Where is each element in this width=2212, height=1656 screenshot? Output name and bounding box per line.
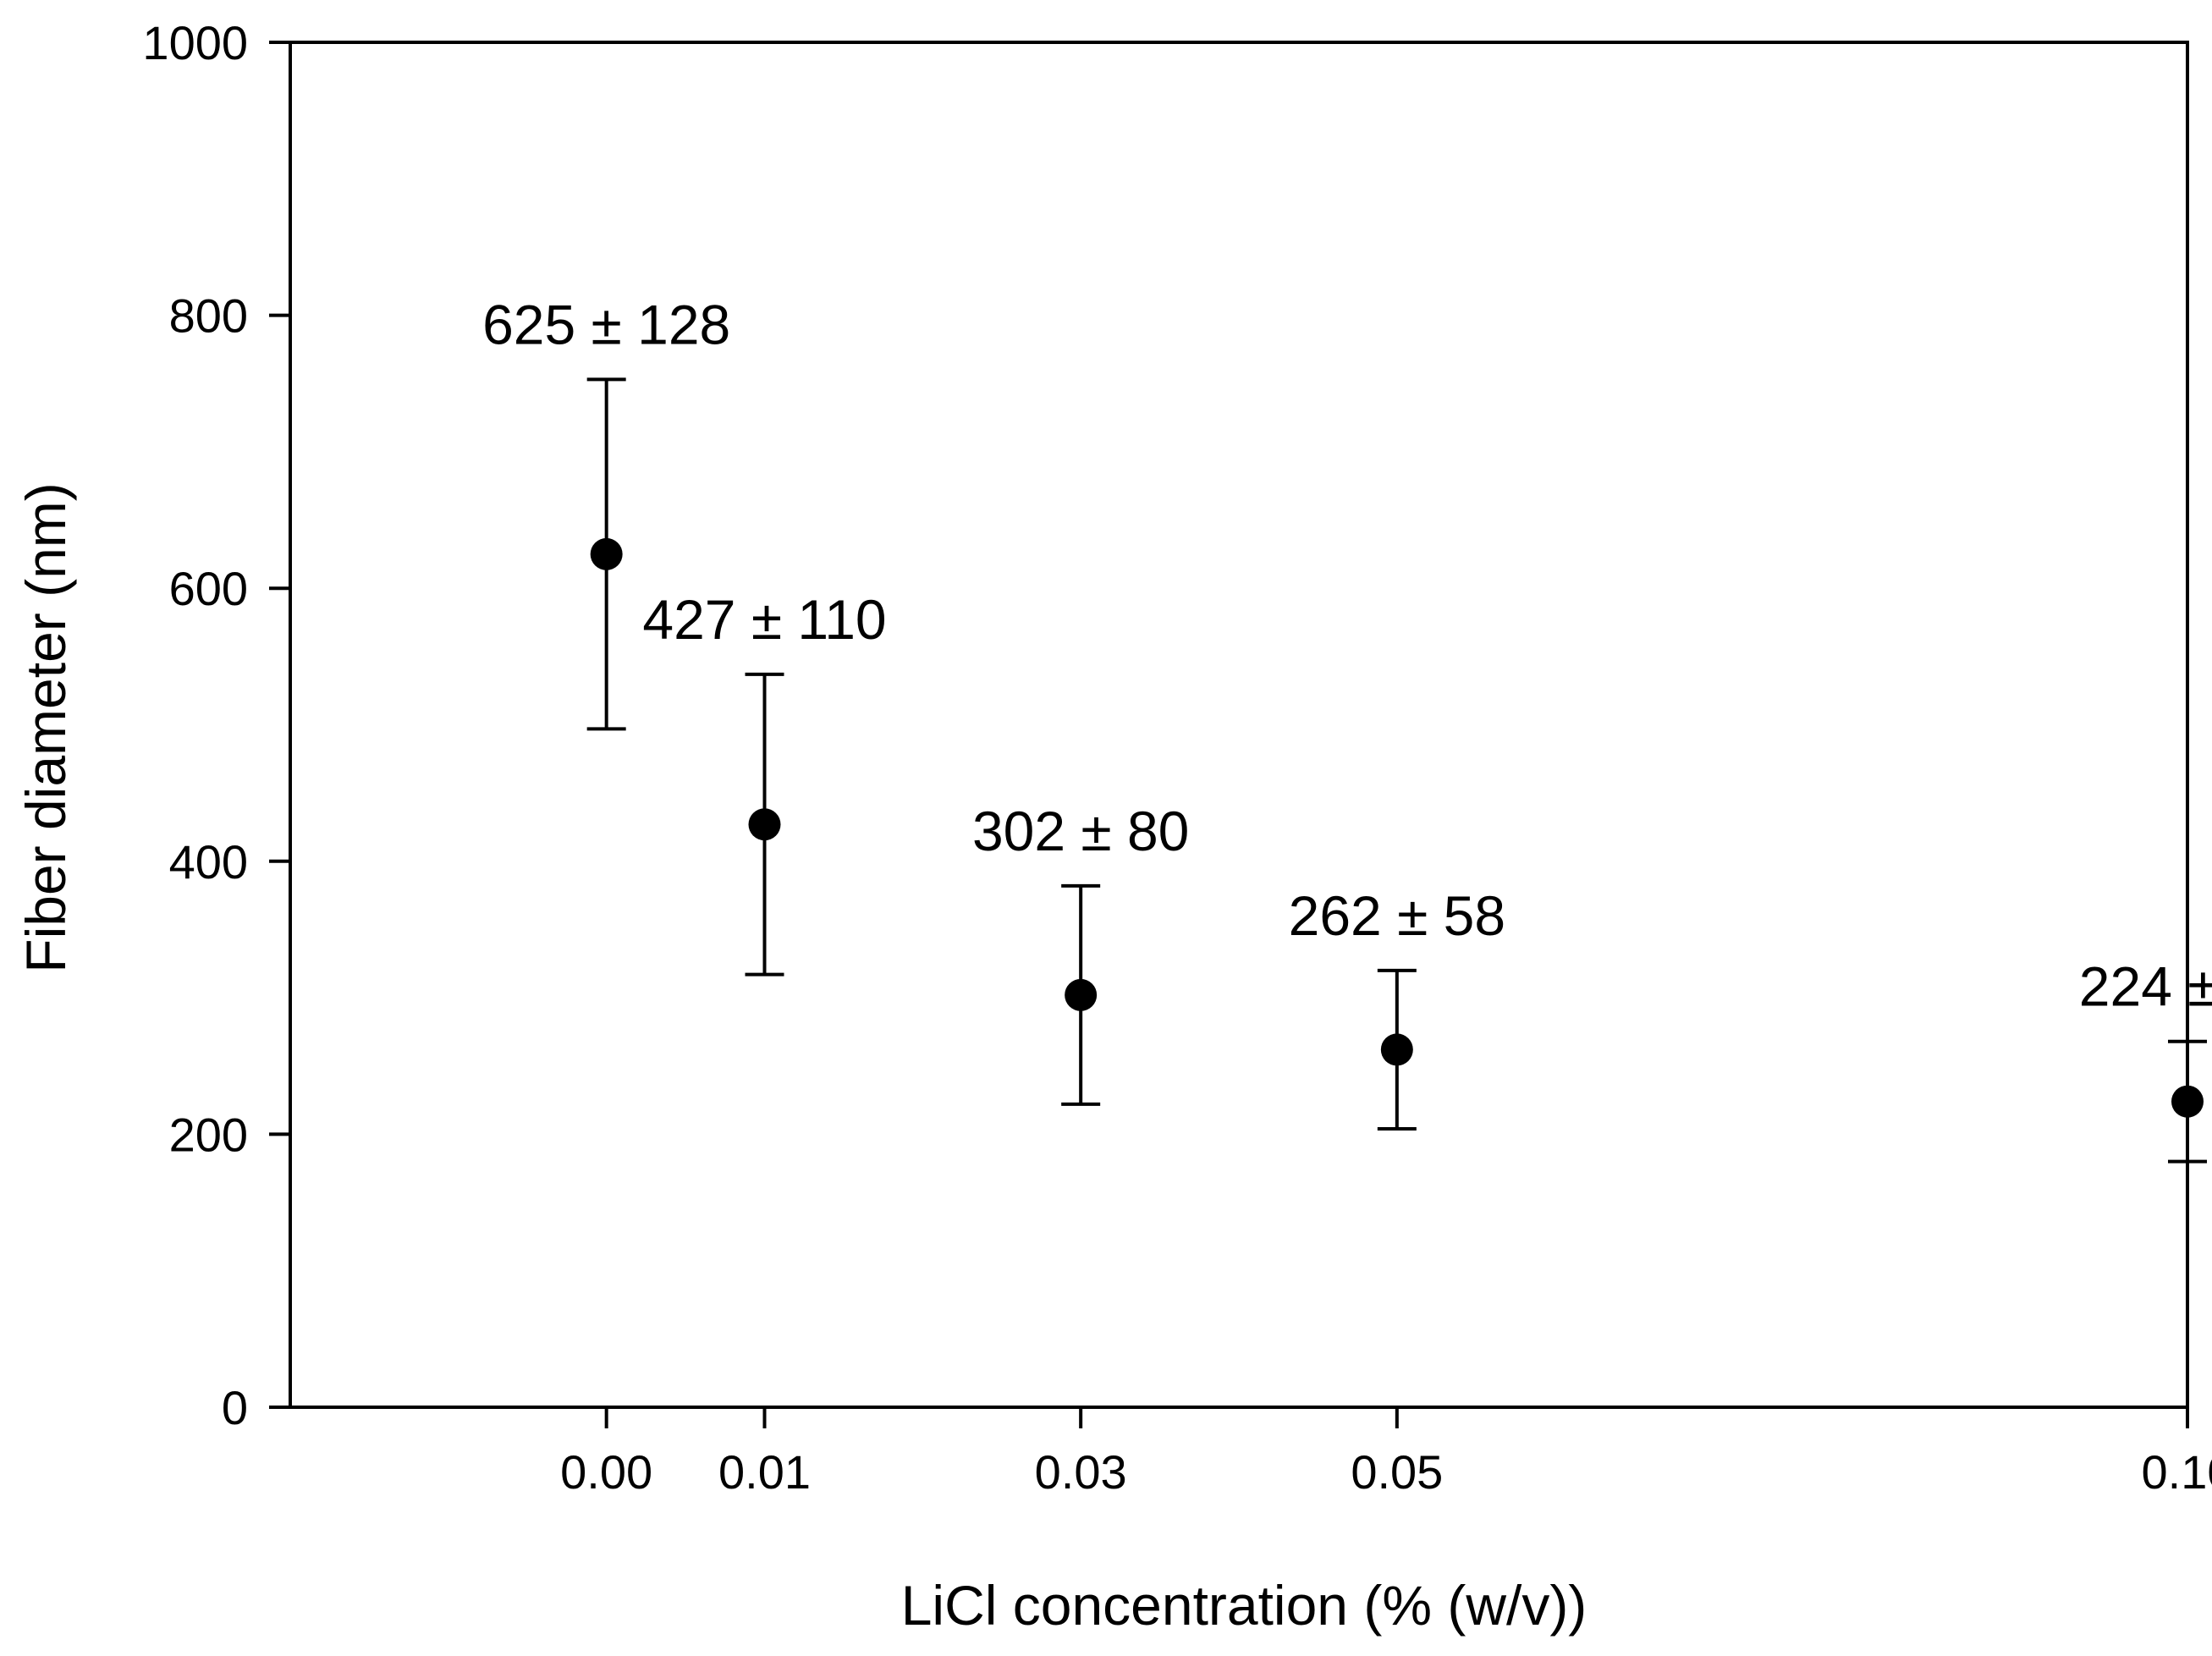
- x-tick-label: 0.01: [718, 1445, 811, 1499]
- data-point: [2171, 1085, 2204, 1118]
- data-label: 427 ± 110: [642, 588, 886, 651]
- data-label: 224 ± 44: [2079, 955, 2212, 1018]
- x-tick-label: 0.10: [2142, 1445, 2212, 1499]
- plot-frame: [289, 41, 2189, 1409]
- data-point: [1065, 978, 1098, 1011]
- x-tick-label: 0.03: [1035, 1445, 1127, 1499]
- x-axis-label: LiCl concentration (% (w/v)): [901, 1574, 1587, 1637]
- x-axis: 0.00 0.01 0.03 0.05 0.10: [560, 1407, 2212, 1499]
- y-tick-label: 200: [169, 1108, 248, 1161]
- data-point: [590, 537, 623, 570]
- data-point: [1380, 1033, 1413, 1066]
- y-tick-label: 1000: [142, 16, 248, 69]
- y-tick-label: 0: [222, 1381, 248, 1434]
- plot-area: [289, 41, 2189, 1409]
- y-tick-label: 600: [169, 562, 248, 615]
- data-label: 262 ± 58: [1289, 884, 1505, 947]
- data-label: 302 ± 80: [972, 800, 1189, 862]
- data-label: 625 ± 128: [482, 293, 730, 355]
- y-axis-label: Fiber diameter (nm): [14, 482, 77, 972]
- y-tick-label: 400: [169, 835, 248, 889]
- data-point: [748, 808, 781, 841]
- data-points: [590, 537, 2204, 1118]
- data-labels: 625 ± 128 427 ± 110 302 ± 80 262 ± 58 224 ± …: [482, 293, 2212, 1017]
- y-axis: 0 200 400 600 800 1000: [142, 16, 290, 1434]
- y-tick-label: 800: [169, 289, 248, 343]
- x-tick-label: 0.05: [1351, 1445, 1443, 1499]
- x-tick-label: 0.00: [560, 1445, 652, 1499]
